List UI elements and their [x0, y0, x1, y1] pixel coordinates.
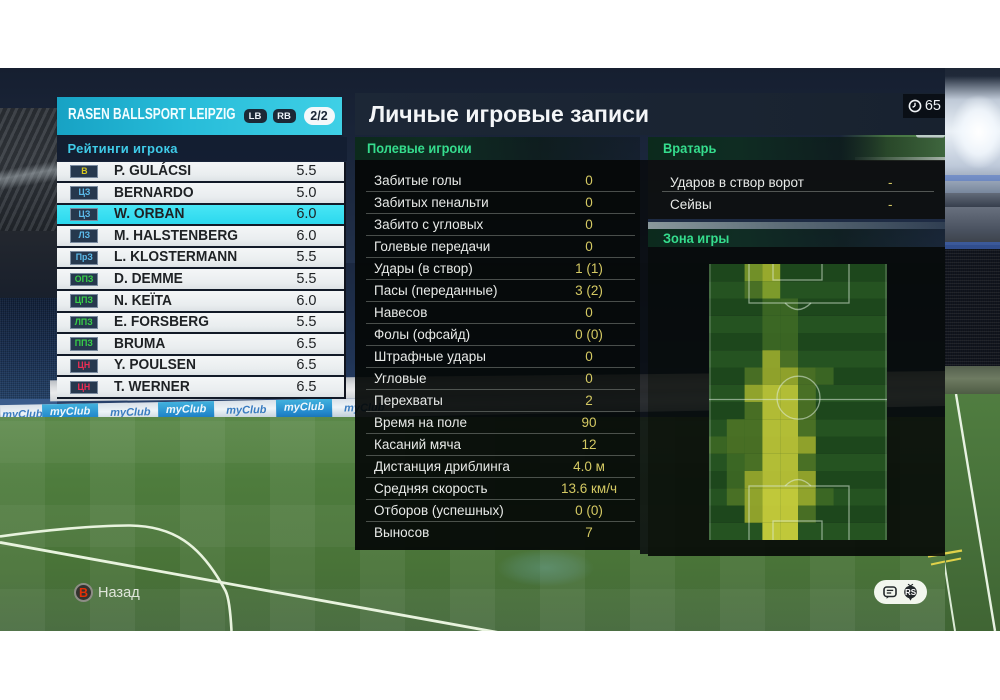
svg-text:RS: RS	[905, 588, 917, 597]
